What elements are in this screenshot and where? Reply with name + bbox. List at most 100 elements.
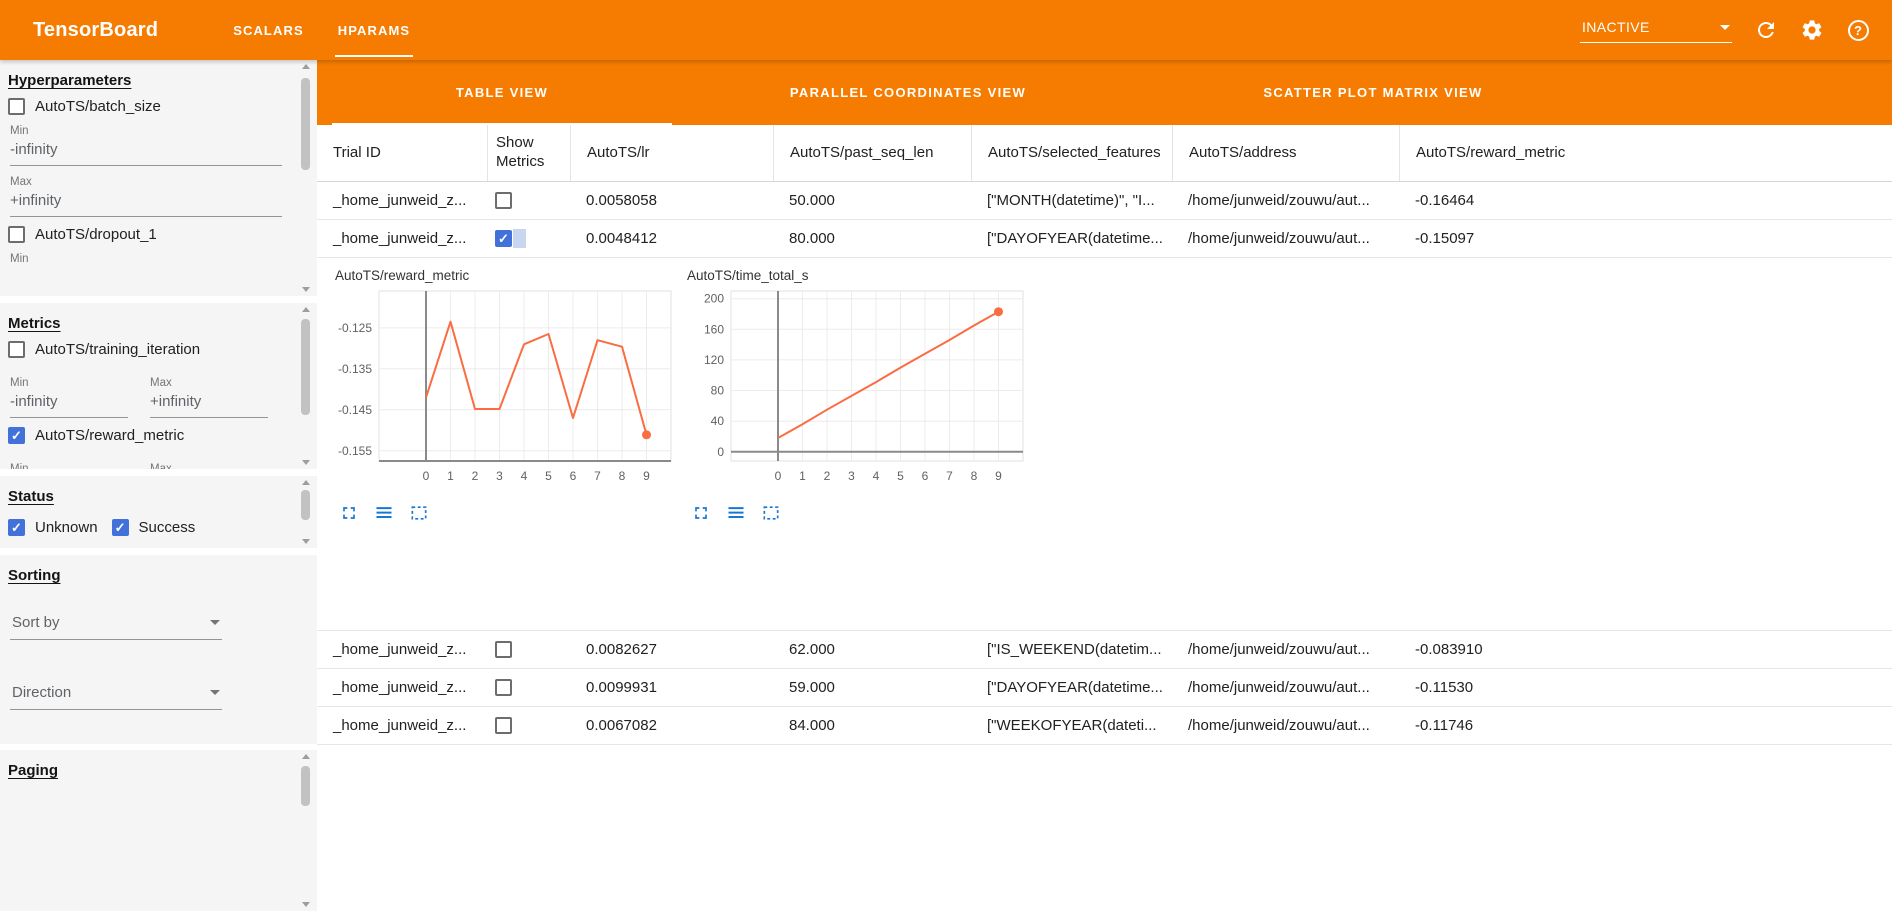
- svg-text:3: 3: [496, 469, 503, 483]
- tab-hparams[interactable]: HPARAMS: [321, 0, 427, 60]
- column-header-past-seq-len[interactable]: AutoTS/past_seq_len: [773, 125, 971, 181]
- chevron-down-icon: [210, 620, 220, 625]
- show-metrics-checkbox[interactable]: [495, 641, 512, 658]
- svg-text:0: 0: [423, 469, 430, 483]
- svg-text:7: 7: [594, 469, 601, 483]
- hparam-batch-size-row[interactable]: AutoTS/batch_size: [8, 98, 293, 115]
- main-content: TABLE VIEW PARALLEL COORDINATES VIEW SCA…: [317, 60, 1892, 911]
- toolbar-right: INACTIVE ?: [1580, 17, 1870, 43]
- batch-size-checkbox[interactable]: [8, 98, 25, 115]
- run-selector[interactable]: INACTIVE: [1580, 17, 1732, 43]
- metrics-heading: Metrics: [8, 315, 61, 332]
- column-header-show-metrics[interactable]: Show Metrics: [487, 125, 570, 181]
- column-header-selected-features[interactable]: AutoTS/selected_features: [971, 125, 1172, 181]
- reward-metric-checkbox[interactable]: [8, 427, 25, 444]
- tab-scatter-plot-matrix-view[interactable]: SCATTER PLOT MATRIX VIEW: [1263, 85, 1483, 100]
- scroll-up-icon[interactable]: [302, 64, 310, 69]
- rows-icon[interactable]: [374, 503, 394, 523]
- max-input[interactable]: [150, 389, 268, 418]
- svg-text:40: 40: [711, 414, 725, 428]
- scroll-up-icon[interactable]: [302, 480, 310, 485]
- scrollbar-thumb[interactable]: [301, 490, 310, 520]
- table-row[interactable]: _home_junweid_z... 0.0067082 84.000 ["WE…: [317, 707, 1892, 745]
- tab-table-view[interactable]: TABLE VIEW: [332, 60, 672, 125]
- status-checks: Unknown Success Failure Running: [8, 513, 293, 548]
- scrollbar[interactable]: [300, 64, 313, 292]
- svg-text:8: 8: [971, 469, 978, 483]
- reload-icon[interactable]: [1754, 18, 1778, 42]
- scroll-down-icon[interactable]: [302, 539, 310, 544]
- column-header-reward-metric[interactable]: AutoTS/reward_metric: [1399, 125, 1892, 181]
- svg-text:-0.135: -0.135: [338, 362, 372, 376]
- address-cell: /home/junweid/zouwu/aut...: [1188, 192, 1370, 209]
- scrollbar-thumb[interactable]: [301, 766, 310, 806]
- reward-metric-cell: -0.11746: [1415, 717, 1474, 734]
- run-selector-value: INACTIVE: [1582, 19, 1650, 35]
- dropout-checkbox[interactable]: [8, 226, 25, 243]
- metric-reward-metric-row[interactable]: AutoTS/reward_metric: [8, 427, 293, 444]
- unknown-checkbox[interactable]: [8, 519, 25, 536]
- sort-by-dropdown[interactable]: Sort by: [10, 610, 222, 640]
- tab-scalars[interactable]: SCALARS: [233, 22, 304, 38]
- max-label: Max: [10, 176, 32, 188]
- status-success-row[interactable]: Success: [111, 519, 195, 536]
- paging-panel: Paging: [0, 750, 317, 911]
- table-row[interactable]: _home_junweid_z... 0.0082627 62.000 ["IS…: [317, 631, 1892, 669]
- tab-parallel-coordinates-view[interactable]: PARALLEL COORDINATES VIEW: [789, 85, 1027, 100]
- show-metrics-checkbox[interactable]: [495, 717, 512, 734]
- training-iteration-checkbox[interactable]: [8, 341, 25, 358]
- column-header-lr[interactable]: AutoTS/lr: [570, 125, 773, 181]
- scroll-down-icon[interactable]: [302, 460, 310, 465]
- scroll-up-icon[interactable]: [302, 307, 310, 312]
- table-row[interactable]: _home_junweid_z... 0.0058058 50.000 ["MO…: [317, 182, 1892, 220]
- top-toolbar: TensorBoard SCALARS HPARAMS INACTIVE ?: [0, 0, 1892, 60]
- past-seq-len-cell: 62.000: [789, 641, 835, 658]
- max-label: Max: [150, 463, 172, 469]
- min-label: Min: [10, 377, 29, 389]
- table-row[interactable]: _home_junweid_z... 0.0099931 59.000 ["DA…: [317, 669, 1892, 707]
- success-checkbox[interactable]: [111, 519, 129, 536]
- show-metrics-checkbox[interactable]: [495, 230, 512, 247]
- lr-cell: 0.0099931: [586, 679, 657, 696]
- help-icon[interactable]: ?: [1846, 18, 1870, 42]
- marquee-zoom-icon[interactable]: [409, 503, 429, 523]
- chevron-down-icon: [1720, 24, 1730, 30]
- scrollbar-thumb[interactable]: [301, 78, 310, 170]
- scrollbar[interactable]: [300, 754, 313, 907]
- show-metrics-checkbox[interactable]: [495, 679, 512, 696]
- settings-icon[interactable]: [1800, 18, 1824, 42]
- lr-cell: 0.0067082: [586, 717, 657, 734]
- scroll-down-icon[interactable]: [302, 902, 310, 907]
- scroll-up-icon[interactable]: [302, 754, 310, 759]
- scrollbar[interactable]: [300, 307, 313, 465]
- column-header-trial-id[interactable]: Trial ID: [333, 143, 381, 161]
- min-label: Min: [10, 125, 29, 137]
- checkbox-ripple: [513, 229, 526, 248]
- metric-training-iteration-row[interactable]: AutoTS/training_iteration: [8, 341, 293, 358]
- svg-text:1: 1: [447, 469, 454, 483]
- max-input[interactable]: [10, 188, 282, 217]
- reward-metric-line-chart[interactable]: -0.155 -0.145 -0.135 -0.125 0 1 2 3 4 5 6 7 8 9: [333, 285, 675, 491]
- reward-metric-cell: -0.11530: [1415, 679, 1474, 696]
- app-title: TensorBoard: [33, 18, 159, 41]
- scrollbar[interactable]: [300, 480, 313, 544]
- marquee-zoom-icon[interactable]: [761, 503, 781, 523]
- svg-text:200: 200: [704, 292, 724, 306]
- scroll-down-icon[interactable]: [302, 287, 310, 292]
- table-row[interactable]: _home_junweid_z... 0.0048412 80.000 ["DA…: [317, 220, 1892, 258]
- min-input[interactable]: [10, 137, 282, 166]
- time-total-line-chart[interactable]: 0 40 80 120 160 200 0 1 2 3 4 5 6 7 8 9: [685, 285, 1027, 491]
- rows-icon[interactable]: [726, 503, 746, 523]
- fullscreen-icon[interactable]: [339, 503, 359, 523]
- show-metrics-cell: [487, 192, 570, 209]
- column-header-address[interactable]: AutoTS/address: [1172, 125, 1399, 181]
- direction-dropdown[interactable]: Direction: [10, 680, 222, 710]
- scrollbar-thumb[interactable]: [301, 319, 310, 415]
- fullscreen-icon[interactable]: [691, 503, 711, 523]
- lr-cell: 0.0058058: [586, 192, 657, 209]
- hparam-label: AutoTS/dropout_1: [35, 226, 157, 243]
- min-input[interactable]: [10, 389, 128, 418]
- show-metrics-checkbox[interactable]: [495, 192, 512, 209]
- status-unknown-row[interactable]: Unknown: [8, 519, 98, 536]
- hparam-dropout-row[interactable]: AutoTS/dropout_1: [8, 226, 293, 243]
